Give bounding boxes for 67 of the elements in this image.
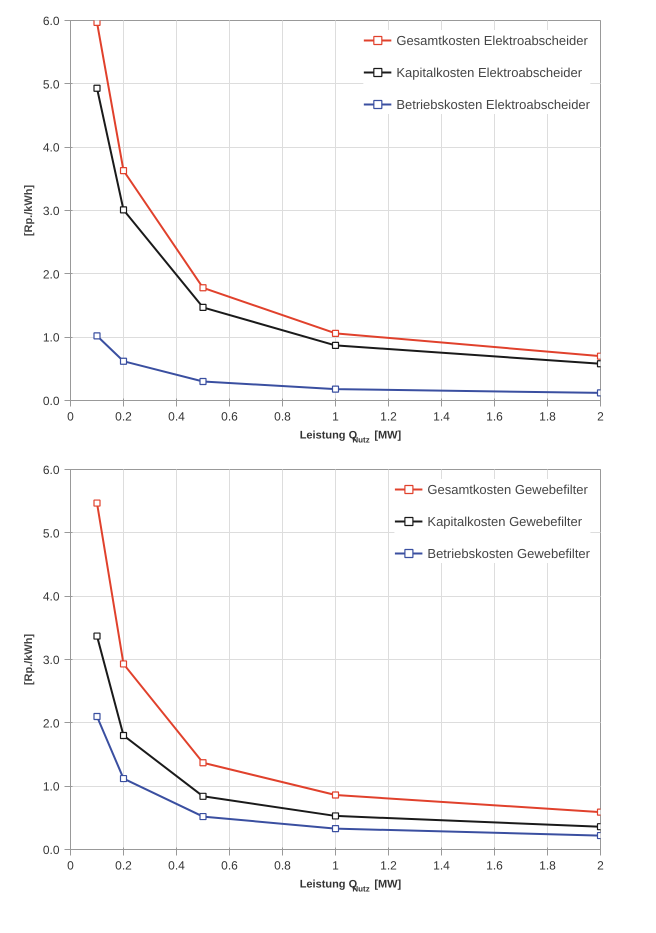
x-tick-label: 2 bbox=[597, 858, 604, 872]
y-tick-label: 4.0 bbox=[42, 140, 60, 155]
point bbox=[120, 167, 128, 174]
y-tick-label: 3.0 bbox=[42, 204, 60, 218]
point bbox=[120, 358, 128, 365]
x-tick-label: 1.2 bbox=[380, 858, 398, 872]
x-tick-label: 0.6 bbox=[221, 858, 238, 872]
point bbox=[332, 825, 340, 832]
y-tick-label: 5.0 bbox=[42, 77, 60, 92]
x-tick-label: 0 bbox=[67, 858, 74, 872]
y-tick-label: 6.0 bbox=[42, 463, 60, 477]
y-tick-label: 1.0 bbox=[42, 780, 60, 794]
y-tick-label: 2.0 bbox=[42, 716, 60, 730]
point bbox=[93, 499, 101, 507]
x-tick-label: 1.6 bbox=[486, 858, 504, 872]
legend-label: Betriebskosten Gewebefilter bbox=[427, 546, 590, 560]
point bbox=[93, 84, 101, 92]
y-tick-label: 5.0 bbox=[42, 526, 60, 540]
point bbox=[332, 812, 340, 820]
point bbox=[199, 792, 207, 800]
x-tick-label: 1 bbox=[332, 410, 340, 424]
point bbox=[199, 759, 207, 766]
point bbox=[199, 304, 207, 311]
y-tick-label: 0.0 bbox=[42, 843, 60, 857]
point bbox=[332, 342, 340, 349]
x-tick-label: 0.8 bbox=[274, 858, 292, 872]
point bbox=[332, 386, 340, 393]
x-tick-label: 0.8 bbox=[274, 410, 292, 424]
x-tick-label: 1.2 bbox=[380, 410, 398, 424]
y-tick-label: 4.0 bbox=[42, 590, 60, 604]
x-tick-label: 0.6 bbox=[221, 410, 238, 424]
point bbox=[199, 812, 207, 820]
point bbox=[332, 791, 340, 799]
x-tick-label: 1 bbox=[332, 858, 340, 872]
x-tick-label: 0 bbox=[67, 410, 74, 424]
legend-label: Kapitalkosten Gewebefilter bbox=[427, 514, 582, 528]
x-tick-label: 0.2 bbox=[115, 410, 132, 424]
point bbox=[93, 332, 101, 340]
point bbox=[93, 632, 101, 640]
y-tick-label: 0.0 bbox=[42, 394, 60, 408]
x-tick-label: 0.2 bbox=[115, 858, 132, 872]
y-tick-label: 6.0 bbox=[42, 14, 60, 28]
legend-label: Gesamtkosten Gewebefilter bbox=[427, 482, 588, 496]
x-tick-label: 1.4 bbox=[433, 410, 450, 424]
point bbox=[93, 712, 101, 720]
x-tick-label: 1.4 bbox=[433, 858, 450, 872]
point bbox=[120, 206, 128, 214]
x-tick-label: 1.8 bbox=[539, 410, 556, 424]
point bbox=[332, 330, 340, 337]
point bbox=[199, 284, 207, 292]
x-tick-label: 1.8 bbox=[539, 858, 556, 872]
point bbox=[120, 660, 128, 668]
y-axis-title: [Rp./kWh] bbox=[22, 184, 35, 236]
x-tick-label: 1.6 bbox=[486, 410, 504, 424]
y-tick-label: 3.0 bbox=[42, 653, 60, 667]
y-tick-label: 2.0 bbox=[42, 267, 60, 282]
legend-label: Kapitalkosten Elektroabscheider bbox=[396, 64, 582, 80]
x-tick-label: 0.4 bbox=[168, 410, 186, 424]
point bbox=[120, 774, 128, 782]
x-tick-label: 2 bbox=[597, 410, 604, 424]
legend-label: Betriebskosten Elektroabscheider bbox=[396, 96, 590, 112]
legend-label: Gesamtkosten Elektroabscheider bbox=[396, 32, 588, 48]
y-tick-label: 1.0 bbox=[42, 330, 60, 345]
y-axis-title: [Rp./kWh] bbox=[22, 634, 35, 686]
point bbox=[199, 378, 207, 386]
point bbox=[120, 732, 128, 740]
x-tick-label: 0.4 bbox=[168, 858, 186, 872]
